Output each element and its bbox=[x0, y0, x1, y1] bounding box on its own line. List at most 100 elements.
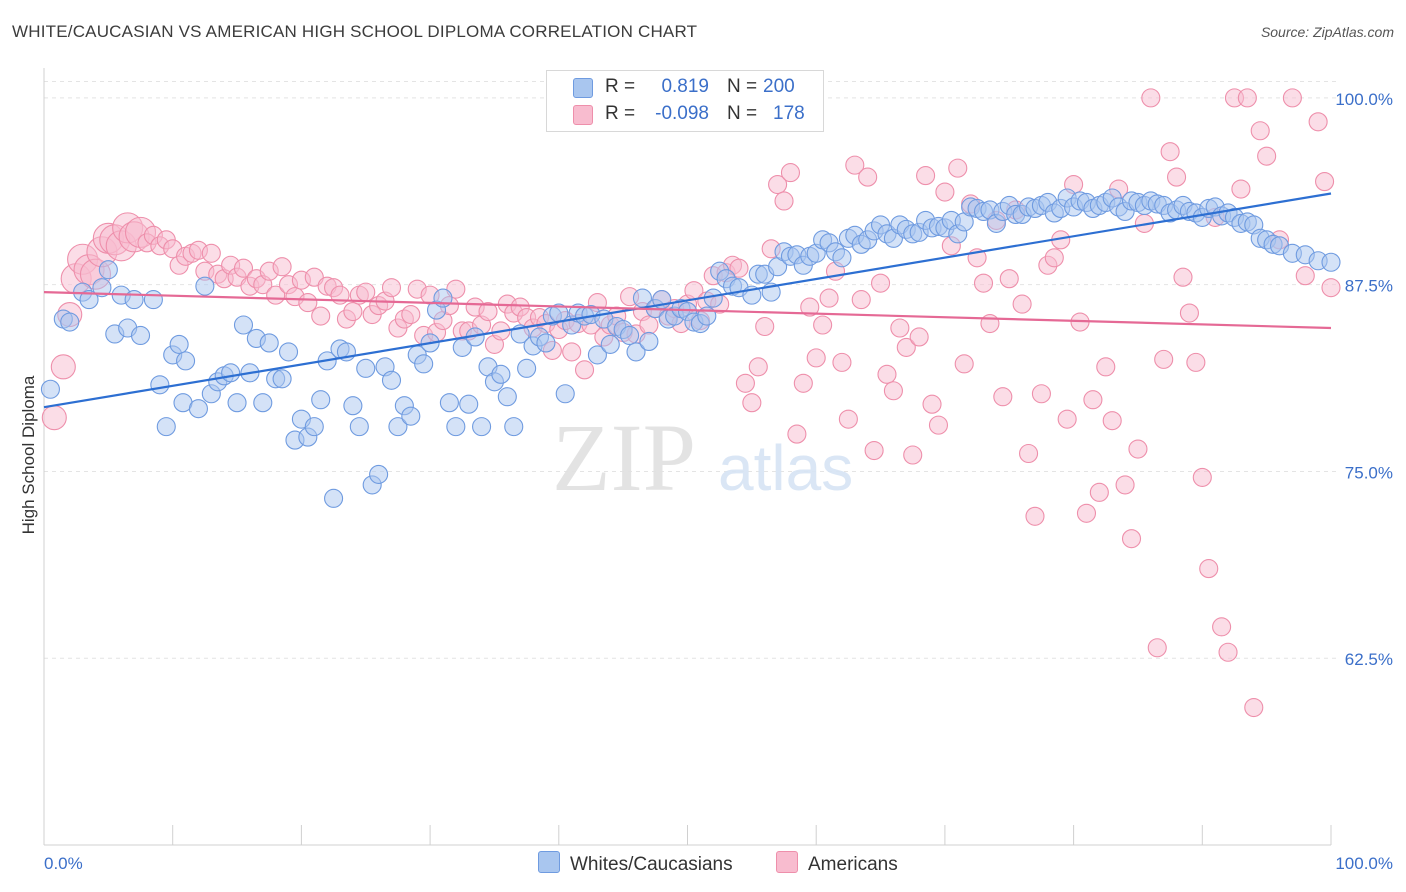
point-americans bbox=[1186, 352, 1206, 372]
bottom-legend-whites: Whites/Caucasians bbox=[538, 851, 733, 876]
point-whites bbox=[233, 315, 254, 335]
y-tick-label: 75.0% bbox=[1345, 463, 1393, 482]
trend-lines bbox=[43, 192, 1332, 409]
point-whites bbox=[227, 393, 247, 413]
point-americans bbox=[973, 273, 994, 293]
point-americans bbox=[1173, 267, 1193, 287]
point-americans bbox=[201, 243, 221, 263]
point-americans bbox=[742, 393, 762, 413]
point-americans bbox=[883, 381, 903, 401]
point-americans bbox=[1121, 529, 1142, 549]
point-whites bbox=[369, 464, 389, 484]
y-tick-label: 62.5% bbox=[1345, 650, 1393, 669]
axes bbox=[43, 68, 1332, 846]
legend-n-label: N = bbox=[727, 103, 758, 124]
bottom-legend-americans: Americans bbox=[776, 851, 898, 876]
point-americans bbox=[1218, 642, 1238, 662]
point-americans bbox=[845, 155, 865, 175]
point-whites bbox=[343, 396, 363, 416]
point-americans bbox=[780, 163, 801, 183]
point-americans bbox=[928, 415, 949, 435]
point-whites bbox=[349, 417, 369, 437]
point-americans bbox=[870, 273, 891, 293]
point-whites bbox=[414, 354, 434, 374]
point-americans bbox=[1160, 142, 1180, 162]
point-whites bbox=[504, 417, 524, 437]
point-americans bbox=[1044, 248, 1064, 268]
point-whites bbox=[587, 345, 607, 365]
point-americans bbox=[574, 360, 595, 380]
point-americans bbox=[50, 354, 76, 380]
point-americans bbox=[1179, 303, 1199, 323]
point-americans bbox=[864, 440, 884, 461]
point-americans bbox=[993, 387, 1013, 407]
point-americans bbox=[1025, 506, 1045, 526]
point-americans bbox=[298, 293, 318, 313]
point-americans bbox=[935, 182, 955, 202]
point-whites bbox=[639, 331, 659, 351]
legend-swatch-whites bbox=[573, 78, 593, 98]
point-whites bbox=[253, 393, 273, 413]
point-whites bbox=[472, 417, 492, 437]
point-whites bbox=[439, 393, 459, 413]
point-americans bbox=[311, 306, 331, 326]
point-americans bbox=[1115, 475, 1135, 495]
point-whites bbox=[124, 290, 144, 310]
point-whites bbox=[130, 325, 151, 346]
y-tick-label: 87.5% bbox=[1345, 277, 1393, 296]
x-tick-label: 0.0% bbox=[44, 854, 83, 873]
point-americans bbox=[41, 405, 67, 431]
bottom-legend-label-americans: Americans bbox=[808, 854, 898, 875]
point-whites bbox=[195, 276, 215, 296]
y-axis-label: High School Diploma bbox=[19, 375, 38, 534]
point-americans bbox=[838, 409, 858, 429]
point-americans bbox=[1315, 172, 1335, 192]
point-whites bbox=[40, 379, 60, 399]
point-americans bbox=[980, 313, 1000, 334]
point-whites bbox=[517, 358, 537, 378]
legend-swatch-americans bbox=[573, 105, 593, 125]
point-americans bbox=[748, 357, 768, 377]
point-americans bbox=[729, 258, 749, 278]
point-americans bbox=[1282, 88, 1302, 108]
point-americans bbox=[890, 318, 910, 338]
point-americans bbox=[1096, 357, 1116, 377]
point-americans bbox=[922, 394, 942, 414]
point-whites bbox=[176, 351, 196, 371]
point-americans bbox=[916, 166, 936, 186]
point-americans bbox=[1237, 88, 1257, 108]
legend-r-label: R = bbox=[605, 103, 636, 124]
bottom-legend-swatch-whites bbox=[538, 851, 560, 873]
watermark-atlas: atlas bbox=[718, 432, 853, 504]
point-whites bbox=[497, 387, 517, 407]
point-whites bbox=[188, 399, 208, 419]
point-americans bbox=[1250, 121, 1270, 141]
point-whites bbox=[304, 417, 324, 437]
point-americans bbox=[233, 258, 254, 278]
point-whites bbox=[311, 390, 331, 410]
point-americans bbox=[954, 354, 974, 374]
point-americans bbox=[356, 282, 376, 302]
trend-line-whites bbox=[43, 192, 1332, 409]
point-whites bbox=[536, 333, 556, 353]
source-note: Source: ZipAtlas.com bbox=[1260, 24, 1394, 40]
point-whites bbox=[221, 363, 241, 383]
watermark: ZIP atlas bbox=[552, 404, 853, 511]
point-americans bbox=[851, 290, 871, 310]
point-americans bbox=[813, 315, 833, 335]
point-whites bbox=[98, 260, 118, 280]
point-whites bbox=[259, 333, 279, 353]
point-whites bbox=[620, 325, 640, 346]
point-whites bbox=[156, 417, 176, 437]
point-americans bbox=[1231, 179, 1251, 199]
point-whites bbox=[272, 369, 292, 389]
point-whites bbox=[491, 364, 511, 384]
point-americans bbox=[1167, 167, 1187, 187]
point-americans bbox=[381, 278, 402, 298]
point-americans bbox=[793, 373, 813, 393]
point-americans bbox=[1212, 617, 1232, 637]
point-americans bbox=[1019, 443, 1039, 464]
point-americans bbox=[858, 167, 878, 187]
point-americans bbox=[1199, 559, 1219, 579]
point-americans bbox=[999, 269, 1019, 289]
